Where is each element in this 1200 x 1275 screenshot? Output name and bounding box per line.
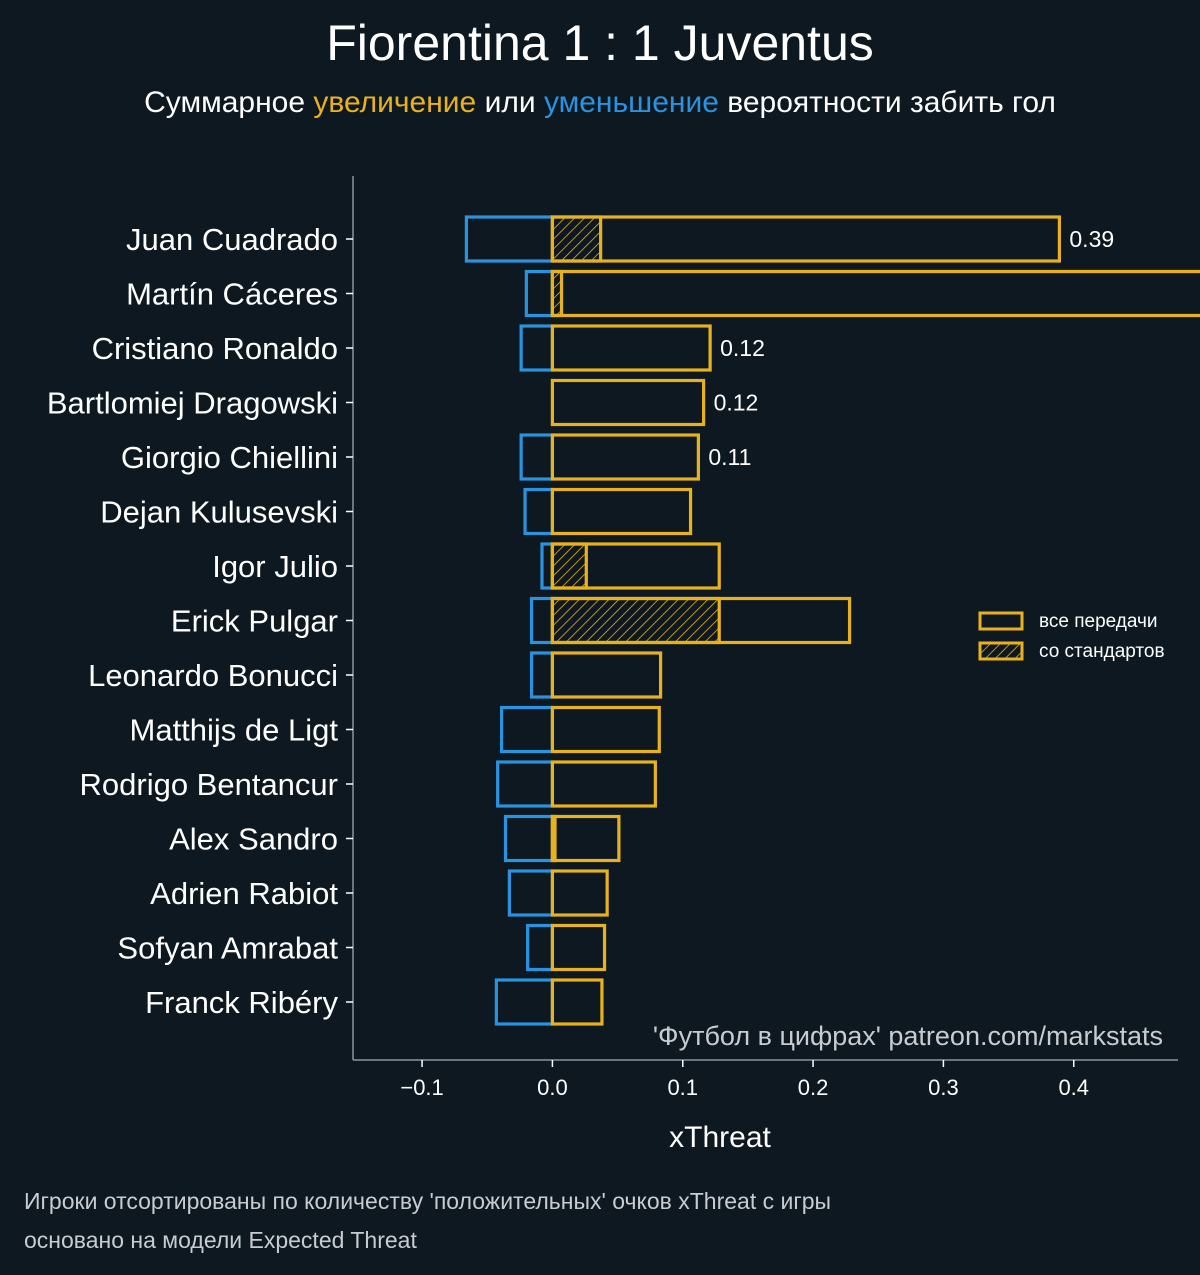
negative-bar	[529, 651, 555, 699]
positive-bar	[550, 433, 700, 481]
bar-value-label: 0.11	[708, 444, 751, 470]
player-name-label: Adrien Rabiot	[150, 876, 338, 911]
x-axis-label: xThreat	[669, 1121, 771, 1154]
subtitle-end: вероятности забить гол	[718, 86, 1056, 119]
legend: все передачи со стандартов	[978, 611, 1165, 662]
subtitle-middle: или	[476, 86, 544, 119]
positive-bar	[550, 651, 663, 699]
x-tick-label: 0.3	[928, 1075, 959, 1100]
positive-bar	[550, 705, 661, 754]
subtitle-increase: увеличение	[313, 86, 477, 119]
player-name-label: Matthijs de Ligt	[130, 713, 339, 748]
player-name-label: Sofyan Amrabat	[117, 931, 338, 966]
legend-swatch-set-pieces	[978, 641, 1024, 661]
negative-bar	[464, 215, 555, 263]
positive-bar	[550, 269, 1200, 318]
axes: −0.1 0.0 0.1 0.2 0.3 0.4	[346, 176, 1178, 1100]
set-piece-bar	[550, 542, 588, 590]
chart-subtitle: Суммарное увеличение или уменьшение веро…	[0, 86, 1200, 120]
player-name-label: Igor Julio	[212, 549, 338, 584]
player-name-label: Erick Pulgar	[171, 604, 338, 639]
player-name-label: Alex Sandro	[169, 822, 338, 857]
positive-bar	[550, 869, 609, 917]
negative-bar	[494, 978, 555, 1026]
bar-value-label: 0.12	[714, 390, 759, 416]
x-tick-label: −0.1	[400, 1075, 443, 1100]
player-name-label: Leonardo Bonucci	[88, 658, 338, 693]
negative-bar	[503, 814, 555, 863]
positive-bar	[550, 378, 706, 427]
set-piece-bar	[550, 596, 721, 645]
negative-bar	[526, 923, 555, 972]
positive-bar	[550, 487, 693, 536]
bar-value-label: 0.12	[720, 335, 765, 361]
negative-bar	[519, 324, 555, 372]
player-name-label: Juan Cuadrado	[126, 222, 338, 257]
positive-bar	[550, 596, 852, 645]
x-tick-label: 0.1	[667, 1075, 698, 1100]
footnote-sorting: Игроки отсортированы по количеству 'поло…	[24, 1188, 832, 1214]
player-name-label: Bartlomiej Dragowski	[47, 386, 338, 421]
player-name-label: Franck Ribéry	[145, 985, 338, 1020]
player-name-label: Dejan Kulusevski	[100, 495, 338, 530]
legend-label-all-passes: все передачи	[1039, 611, 1158, 632]
positive-bar	[550, 760, 657, 808]
negative-bar	[499, 705, 555, 754]
x-tick-label: 0.2	[798, 1075, 829, 1100]
negative-bar	[519, 433, 555, 481]
negative-bar	[523, 487, 555, 536]
negative-bar	[529, 596, 555, 645]
set-piece-bar	[550, 215, 603, 263]
positive-bar	[550, 978, 604, 1026]
x-tick-label: 0.4	[1058, 1075, 1089, 1100]
positive-bar	[550, 324, 712, 372]
footnote-model: основано на модели Expected Threat	[24, 1227, 417, 1253]
negative-bar	[524, 269, 555, 318]
positive-bar	[550, 215, 1061, 263]
bar-value-label: 0.39	[1069, 226, 1114, 252]
negative-bar	[496, 760, 555, 808]
player-name-label: Rodrigo Bentancur	[80, 767, 339, 802]
player-name-label: Giorgio Chiellini	[121, 440, 338, 475]
subtitle-decrease: уменьшение	[543, 86, 719, 119]
chart-title: Fiorentina 1 : 1 Juventus	[326, 15, 874, 71]
positive-bar	[550, 814, 621, 863]
x-tick-label: 0.0	[537, 1075, 568, 1100]
watermark-text: 'Футбол в цифрах' patreon.com/markstats	[653, 1021, 1163, 1051]
positive-bar	[550, 923, 607, 972]
player-name-label: Cristiano Ronaldo	[92, 331, 338, 366]
subtitle-start: Суммарное	[144, 86, 314, 119]
bars	[464, 215, 1200, 1026]
positive-bar	[550, 542, 721, 590]
negative-bar	[507, 869, 555, 917]
legend-label-set-pieces: со стандартов	[1039, 641, 1165, 662]
player-name-label: Martín Cáceres	[126, 277, 338, 312]
legend-swatch-all-passes	[978, 611, 1024, 631]
